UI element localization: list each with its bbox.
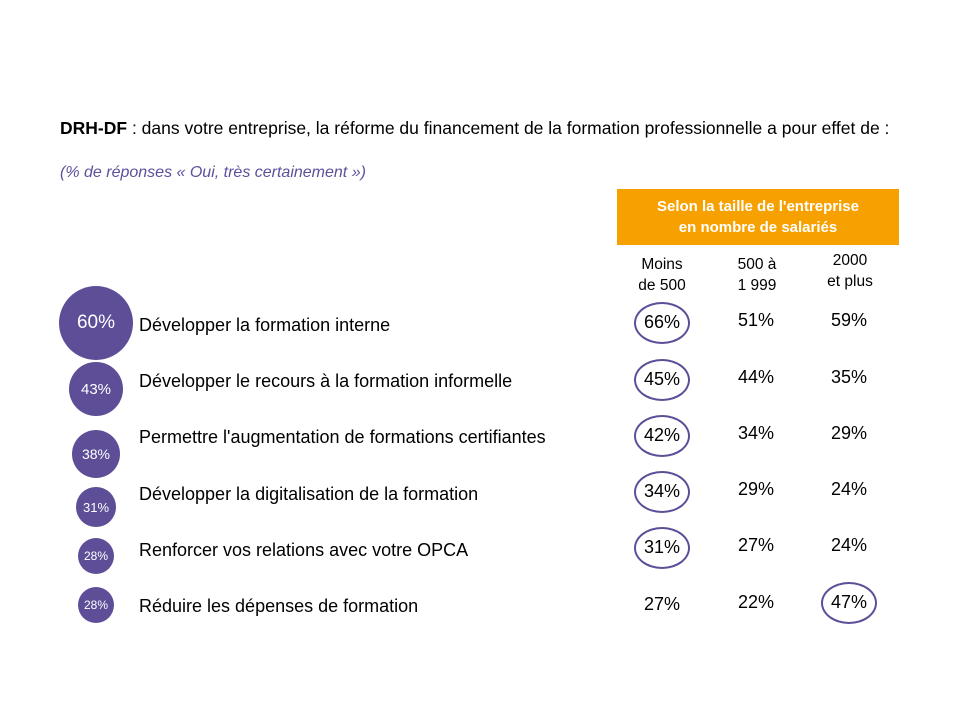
column-header-medium-line2: 1 999 bbox=[737, 277, 777, 294]
category-label: Réduire les dépenses de formation bbox=[139, 596, 419, 616]
column-header-small: Moins de 500 bbox=[627, 254, 697, 296]
column-header-medium: 500 à 1 999 bbox=[722, 254, 792, 296]
category-label: Développer le recours à la formation inf… bbox=[139, 371, 513, 391]
category-label: Renforcer vos relations avec votre OPCA bbox=[139, 540, 469, 560]
overall-bubble: 38% bbox=[72, 430, 120, 478]
value-cell: 29% bbox=[737, 479, 775, 499]
overall-bubble: 31% bbox=[76, 487, 116, 527]
highlight-ring bbox=[634, 302, 690, 344]
company-size-header-line2: en nombre de salariés bbox=[678, 219, 838, 236]
highlight-ring bbox=[634, 359, 690, 401]
title-text: : dans votre entreprise, la réforme du f… bbox=[127, 118, 890, 138]
value-cell: 27% bbox=[643, 594, 681, 614]
value-cell: 51% bbox=[737, 310, 775, 330]
overall-value: 43% bbox=[80, 380, 112, 398]
overall-value: 60% bbox=[76, 312, 116, 333]
overall-value: 31% bbox=[82, 499, 110, 515]
title-bold: DRH-DF bbox=[60, 118, 128, 138]
value-cell: 24% bbox=[830, 535, 868, 555]
category-label: Développer la digitalisation de la forma… bbox=[139, 484, 479, 504]
value-cell: 35% bbox=[830, 367, 868, 387]
value-cell: 27% bbox=[737, 535, 775, 555]
value-cell: 45% bbox=[643, 369, 681, 389]
overall-bubble: 28% bbox=[78, 587, 114, 623]
column-header-large: 2000 et plus bbox=[815, 250, 885, 292]
highlight-ring bbox=[634, 471, 690, 513]
column-header-large-line1: 2000 bbox=[832, 252, 868, 269]
column-header-medium-line1: 500 à bbox=[737, 256, 777, 273]
company-size-header: Selon la taille de l'entreprise en nombr… bbox=[617, 189, 899, 245]
overall-bubble: 28% bbox=[78, 538, 114, 574]
value-cell: 42% bbox=[643, 425, 681, 445]
value-cell: 34% bbox=[643, 481, 681, 501]
value-cell: 44% bbox=[737, 367, 775, 387]
company-size-header-line1: Selon la taille de l'entreprise bbox=[657, 198, 859, 215]
overall-value: 28% bbox=[83, 598, 109, 612]
value-cell: 34% bbox=[737, 423, 775, 443]
column-header-large-line2: et plus bbox=[827, 273, 873, 290]
highlight-ring bbox=[821, 582, 877, 624]
category-label: Développer la formation interne bbox=[139, 315, 391, 335]
column-header-small-line1: Moins bbox=[641, 256, 683, 273]
category-label: Permettre l'augmentation de formations c… bbox=[139, 427, 546, 447]
value-cell: 29% bbox=[830, 423, 868, 443]
overall-bubble: 43% bbox=[69, 362, 123, 416]
column-header-small-line2: de 500 bbox=[638, 277, 686, 294]
overall-bubble: 60% bbox=[59, 286, 133, 360]
value-cell: 47% bbox=[830, 592, 868, 612]
value-cell: 24% bbox=[830, 479, 868, 499]
chart-title: DRH-DF : dans votre entreprise, la réfor… bbox=[60, 116, 912, 140]
highlight-ring bbox=[634, 527, 690, 569]
overall-value: 28% bbox=[83, 549, 109, 563]
value-cell: 31% bbox=[643, 537, 681, 557]
value-cell: 66% bbox=[643, 312, 681, 332]
chart-subtitle: (% de réponses « Oui, très certainement … bbox=[60, 164, 366, 181]
value-cell: 22% bbox=[737, 592, 775, 612]
highlight-ring bbox=[634, 415, 690, 457]
overall-value: 38% bbox=[81, 446, 111, 462]
value-cell: 59% bbox=[830, 310, 868, 330]
